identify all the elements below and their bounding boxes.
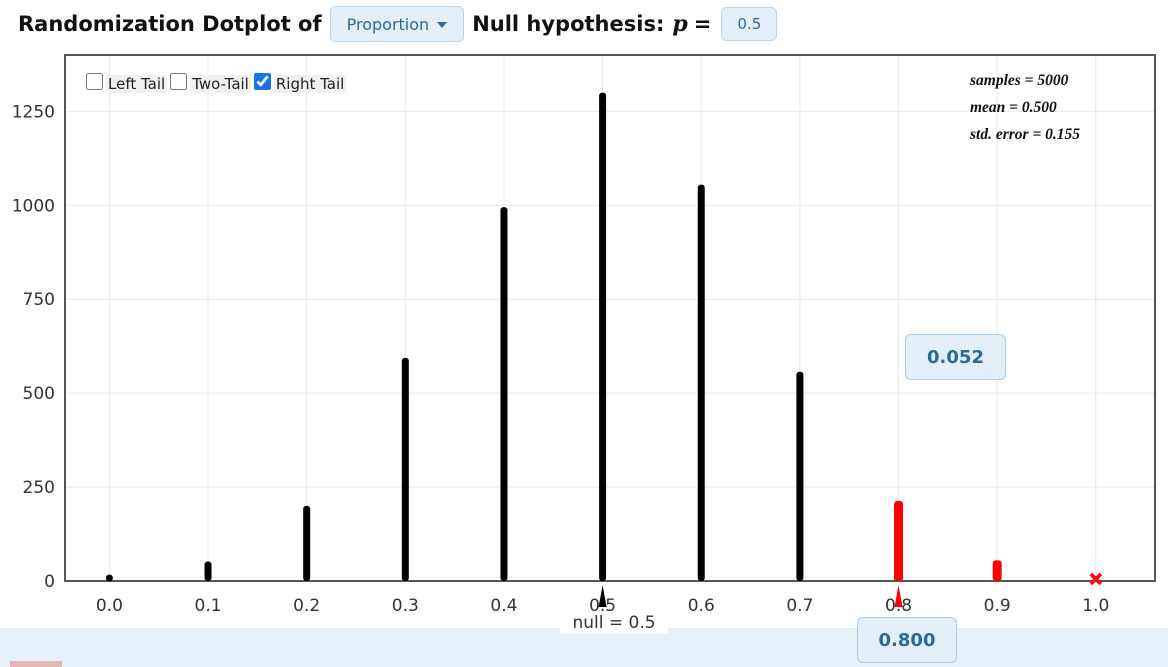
std-error-stat: std. error = 0.155: [970, 126, 1081, 143]
bottom-thumbnail: [10, 661, 62, 667]
equals-sign: =: [693, 12, 712, 36]
dot-stack: [204, 561, 212, 581]
plot-frame: [64, 54, 1156, 582]
y-tick-label: 500: [23, 384, 55, 404]
right-tail-label: Right Tail: [273, 75, 347, 93]
left-tail-option[interactable]: Left Tail: [86, 70, 168, 93]
chevron-down-icon: [437, 22, 448, 28]
null-marker-label: null = 0.5: [560, 612, 668, 634]
dot-stack: [796, 371, 804, 581]
page-title: Randomization Dotplot of: [18, 12, 322, 36]
x-tick-label: 0.1: [195, 596, 222, 616]
x-tick-label: 0.0: [96, 596, 123, 616]
x-tick-label: 0.6: [688, 596, 715, 616]
cutoff-marker: [894, 585, 903, 607]
dot-stack: [303, 505, 311, 581]
two-tail-checkbox[interactable]: [170, 73, 188, 90]
y-tick-label: 750: [23, 290, 55, 310]
mean-stat: mean = 0.500: [970, 99, 1057, 116]
tail-proportion-box: 0.052: [905, 334, 1006, 380]
dot-stack: [500, 207, 508, 581]
left-tail-label: Left Tail: [106, 75, 168, 93]
statistic-dropdown[interactable]: Proportion: [329, 6, 465, 42]
x-tick-label: 0.2: [293, 596, 320, 616]
tail-controls: Left Tail Two-Tail Right Tail: [86, 70, 347, 93]
null-p-input[interactable]: [721, 7, 778, 41]
y-tick-label: 1000: [12, 196, 55, 216]
dot-stack: [105, 574, 113, 582]
two-tail-label: Two-Tail: [190, 75, 251, 93]
right-tail-option[interactable]: Right Tail: [253, 70, 347, 93]
y-tick-label: 1250: [12, 102, 55, 122]
x-tick-label: 1.0: [1082, 596, 1109, 616]
header: Randomization Dotplot of Proportion Null…: [18, 5, 778, 43]
y-tick-label: 250: [23, 478, 55, 498]
tail-mark: [1089, 572, 1103, 586]
left-tail-checkbox[interactable]: [86, 73, 103, 90]
null-marker: [598, 585, 607, 607]
statistic-dropdown-label: Proportion: [346, 14, 430, 34]
cutoff-value-box[interactable]: 0.800: [857, 617, 957, 663]
x-tick-label: 0.4: [490, 596, 517, 616]
dot-stack: [697, 184, 705, 581]
two-tail-option[interactable]: Two-Tail: [170, 70, 251, 93]
dot-stack: [599, 92, 607, 582]
plot-background: [65, 55, 1155, 581]
bottom-panel: [0, 628, 1168, 667]
x-tick-label: 0.3: [392, 596, 419, 616]
dot-stack: [401, 357, 409, 581]
y-tick-label: 0: [44, 572, 55, 592]
x-tick-label: 0.9: [984, 596, 1011, 616]
null-hypothesis-label: Null hypothesis:: [472, 12, 665, 36]
summary-stats: samples = 5000 mean = 0.500 std. error =…: [970, 67, 1080, 148]
dot-stack-tail: [1089, 572, 1103, 586]
samples-stat: samples = 5000: [970, 72, 1069, 89]
right-tail-checkbox[interactable]: [253, 73, 271, 90]
dot-stack-tail: [894, 500, 904, 581]
dot-stack-tail: [992, 560, 1002, 581]
x-tick-label: 0.7: [786, 596, 813, 616]
p-symbol: p: [672, 11, 688, 37]
